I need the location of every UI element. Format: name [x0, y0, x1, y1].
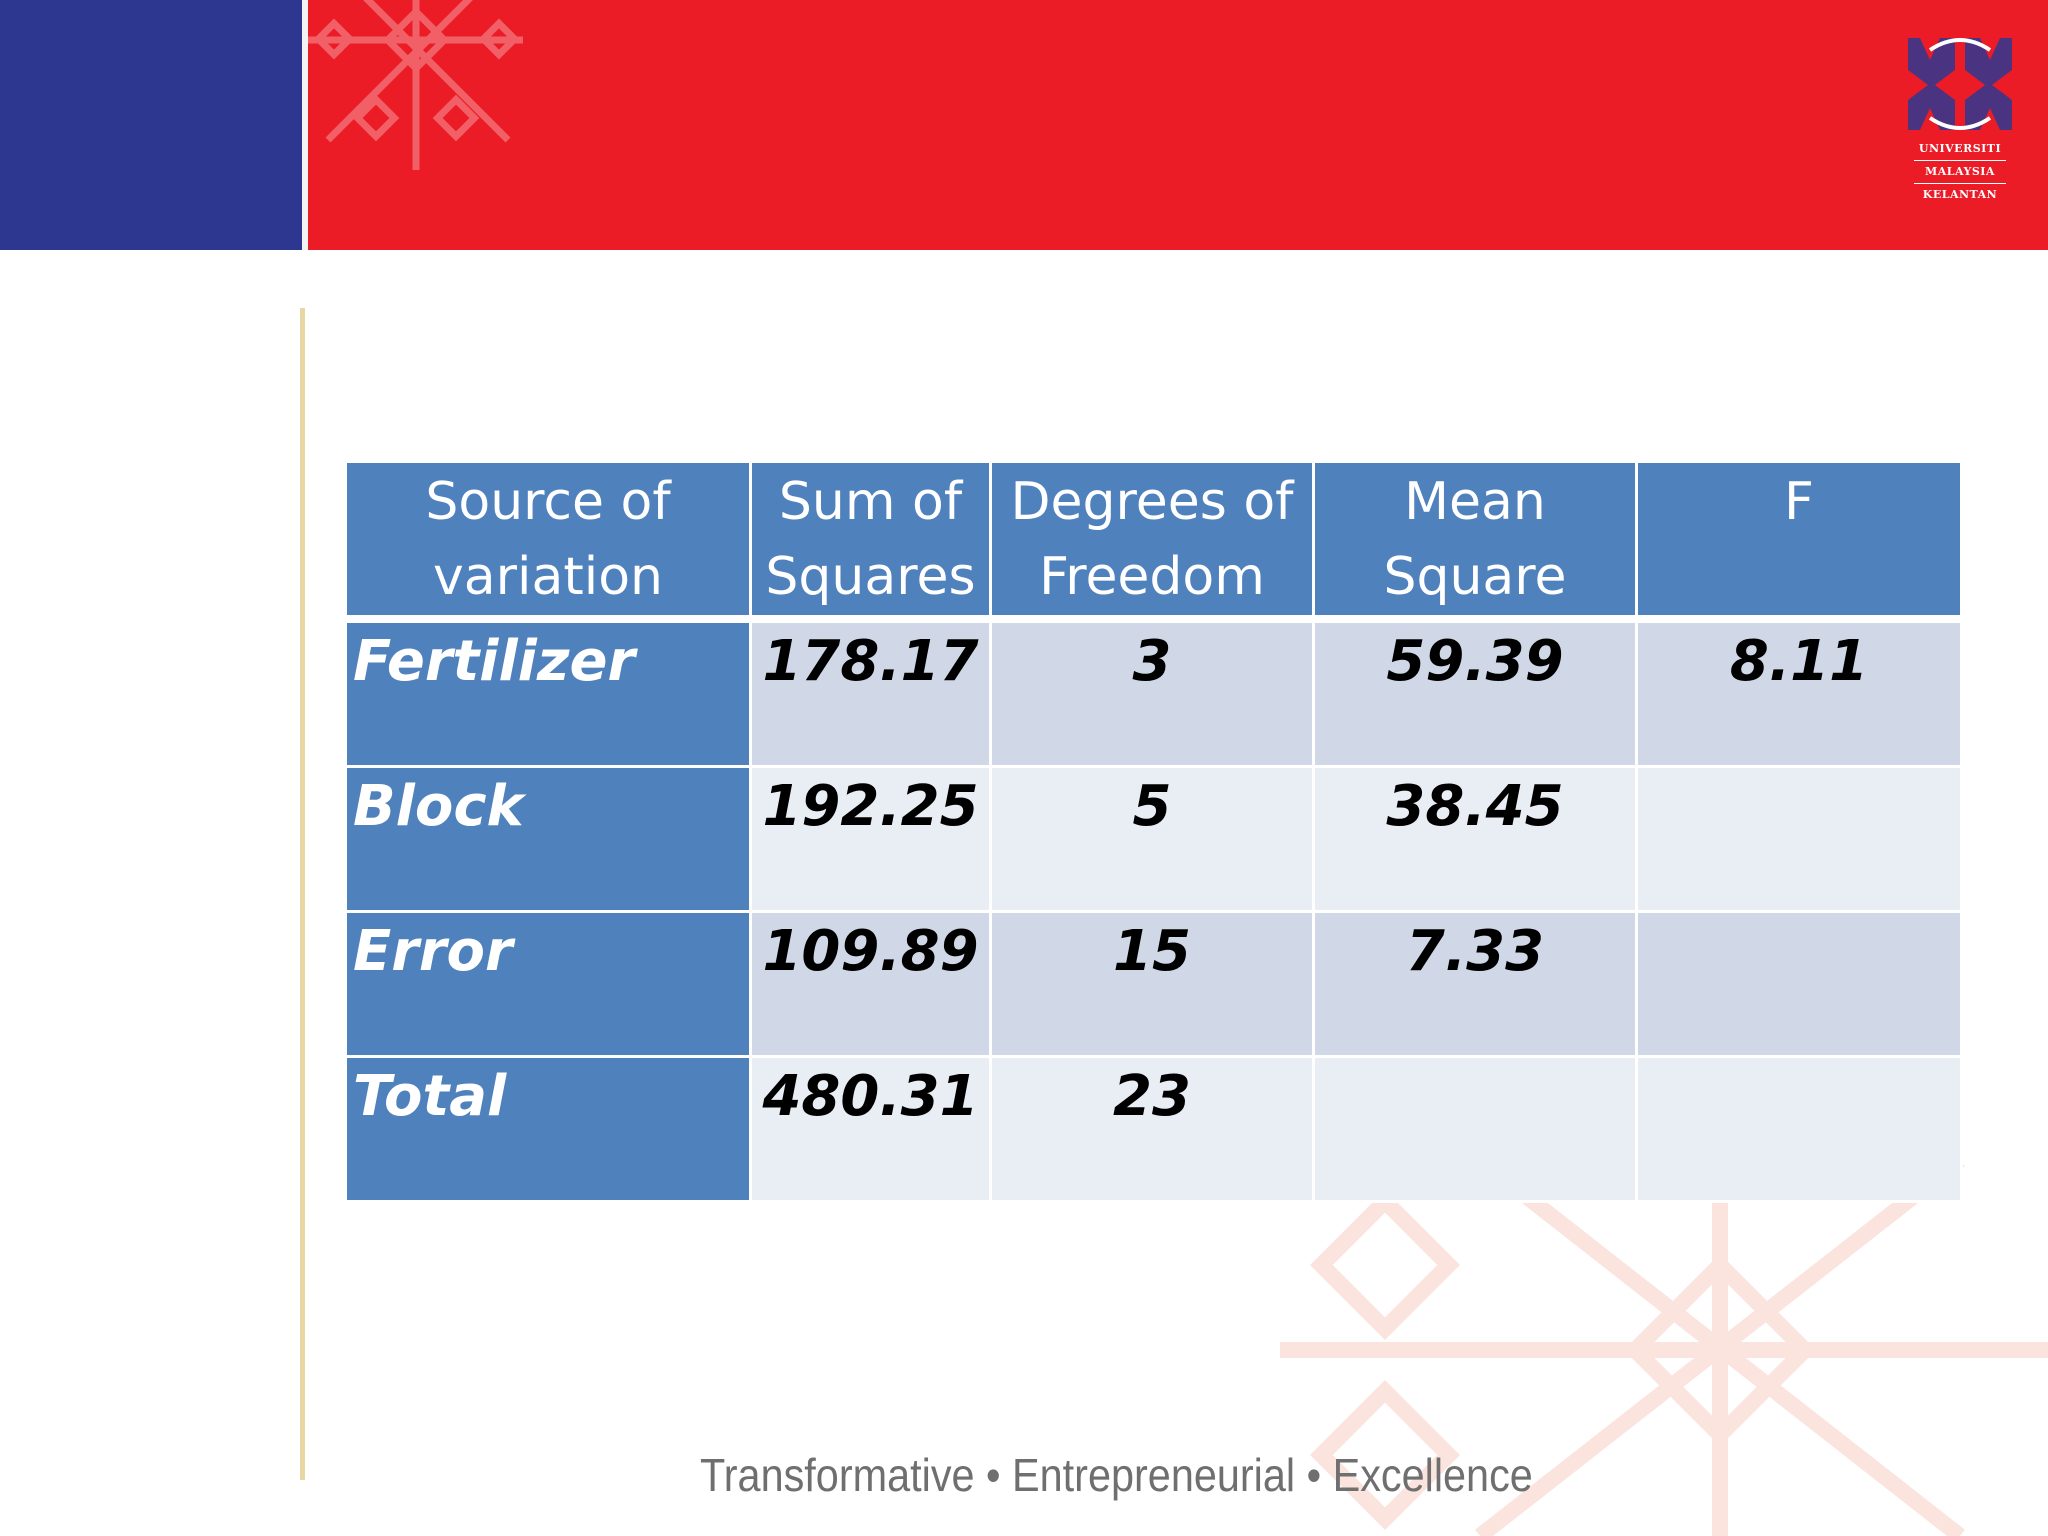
column-header-degrees-of-freedom: Degrees of Freedom — [989, 460, 1315, 623]
header-blue-block — [0, 0, 302, 250]
logo-text-line-3: KELANTAN — [1922, 188, 1998, 201]
table-row: Fertilizer 178.17 3 59.39 8.11 — [344, 617, 1963, 768]
table-header-row: Source of variation Sum of Squares Degre… — [344, 460, 1963, 623]
table-row: Total 480.31 23 — [344, 1055, 1963, 1203]
left-accent-line — [300, 308, 305, 1480]
row-label: Error — [344, 910, 752, 1058]
table-row: Error 109.89 15 7.33 — [344, 910, 1963, 1058]
logo-rule — [1914, 160, 2006, 161]
logo-emblem-icon — [1908, 38, 2012, 130]
cell-degrees-of-freedom: 23 — [989, 1055, 1315, 1203]
column-header-f: F — [1635, 460, 1963, 623]
logo-text-line-2: MALAYSIA — [1925, 165, 1995, 178]
cell-f — [1635, 1055, 1963, 1203]
header-red-banner: UNIVERSITI MALAYSIA KELANTAN — [308, 0, 2048, 250]
column-header-sum-of-squares: Sum of Squares — [749, 460, 992, 623]
cell-mean-square — [1312, 1055, 1638, 1203]
cell-f — [1635, 765, 1963, 913]
cell-mean-square: 38.45 — [1312, 765, 1638, 913]
anova-table: Source of variation Sum of Squares Degre… — [344, 460, 1963, 1203]
column-header-mean-square: Mean Square — [1312, 460, 1638, 623]
header-divider — [302, 0, 308, 250]
cell-mean-square: 59.39 — [1312, 617, 1638, 768]
cell-mean-square: 7.33 — [1312, 910, 1638, 1058]
cell-sum-of-squares: 192.25 — [749, 765, 992, 913]
footer-tagline: Transformative • Entrepreneurial • Excel… — [700, 1449, 1533, 1501]
column-header-source: Source of variation — [344, 460, 752, 623]
university-logo: UNIVERSITI MALAYSIA KELANTAN — [1900, 30, 2020, 210]
cell-degrees-of-freedom: 5 — [989, 765, 1315, 913]
background-motif-icon — [1280, 1160, 2048, 1536]
logo-text-line-1: UNIVERSITI — [1918, 142, 2002, 155]
cell-f — [1635, 910, 1963, 1058]
row-label: Fertilizer — [344, 617, 752, 768]
cell-f: 8.11 — [1635, 617, 1963, 768]
table-row: Block 192.25 5 38.45 — [344, 765, 1963, 913]
row-label: Total — [344, 1055, 752, 1203]
cell-degrees-of-freedom: 3 — [989, 617, 1315, 768]
row-label: Block — [344, 765, 752, 913]
logo-rule — [1914, 183, 2006, 184]
cell-sum-of-squares: 480.31 — [749, 1055, 992, 1203]
cell-sum-of-squares: 178.17 — [749, 617, 992, 768]
cell-sum-of-squares: 109.89 — [749, 910, 992, 1058]
decorative-motif-icon — [308, 0, 523, 170]
cell-degrees-of-freedom: 15 — [989, 910, 1315, 1058]
